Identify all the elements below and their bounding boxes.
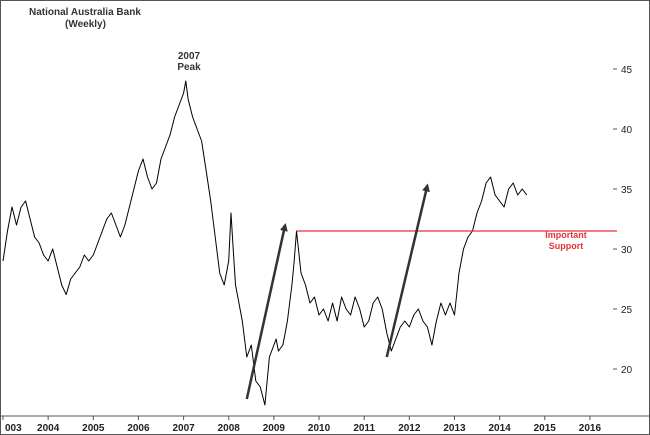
chart-subtitle: (Weekly) [65,19,106,30]
y-tick-label: 45 [621,65,633,76]
x-tick-label: 2005 [82,423,105,434]
y-tick-label: 30 [621,245,633,256]
x-tick-label: 2009 [263,423,286,434]
support-label-line1: Important [545,230,587,240]
price-line [2,80,528,406]
y-tick-label: 25 [621,305,633,316]
x-tick-label: 2012 [398,423,421,434]
chart-title: National Australia Bank [29,7,141,18]
x-tick-label: 2004 [37,423,60,434]
x-tick-label: 2015 [534,423,557,434]
x-tick-label: 2011 [353,423,375,434]
x-tick-label: 2010 [308,423,331,434]
y-tick-label: 35 [621,185,633,196]
x-tick-label: 003 [5,423,22,434]
x-tick-label: 2014 [488,423,511,434]
y-tick-label: 20 [621,365,633,376]
peak-label-year: 2007 [178,51,201,62]
x-tick-label: 2006 [127,423,150,434]
x-axis-ticks: 003 2004 2005 2006 2007 2008 2009 2010 2011 2012 2… [2,416,602,434]
y-tick-label: 40 [621,125,633,136]
trend-arrow [385,183,430,358]
trend-arrows [245,183,430,400]
support-label-line2: Support [549,241,584,251]
peak-label-text: Peak [177,62,201,73]
price-series [2,80,528,406]
x-tick-label: 2016 [579,423,602,434]
x-tick-label: 2013 [443,423,466,434]
y-axis-ticks: 20 25 30 35 40 45 [613,65,633,376]
trend-arrow [245,223,288,400]
x-tick-label: 2008 [218,423,241,434]
x-tick-label: 2007 [172,423,195,434]
